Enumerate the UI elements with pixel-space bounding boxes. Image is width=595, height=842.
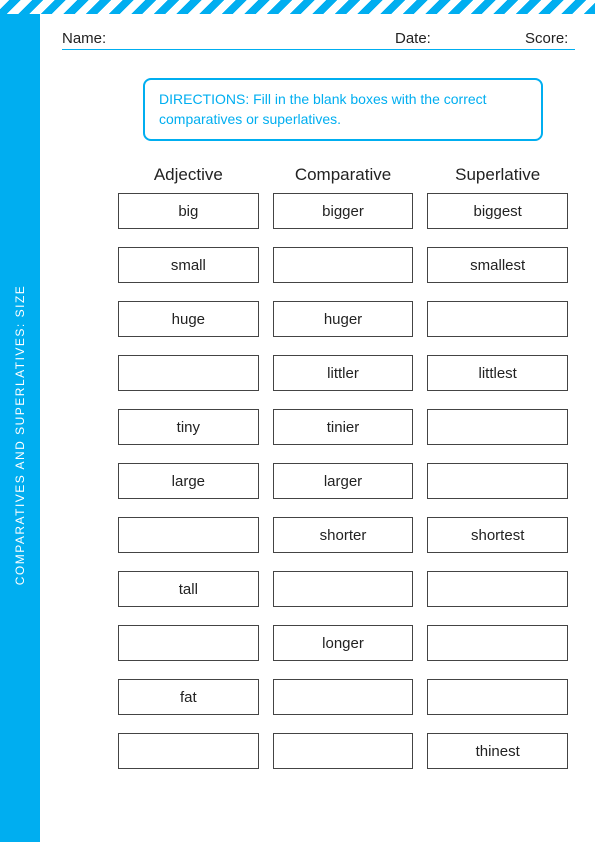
cell-comp[interactable]: tinier bbox=[273, 409, 414, 445]
header-row: Name: Date: Score: bbox=[62, 28, 575, 50]
table-row: big bigger biggest bbox=[118, 193, 568, 229]
cell-comp[interactable]: bigger bbox=[273, 193, 414, 229]
cell-comp[interactable] bbox=[273, 733, 414, 769]
cell-adj[interactable]: tall bbox=[118, 571, 259, 607]
directions-box: DIRECTIONS: Fill in the blank boxes with… bbox=[143, 78, 543, 141]
cell-adj[interactable]: large bbox=[118, 463, 259, 499]
left-sidebar: COMPARATIVES AND SUPERLATIVES: SIZE bbox=[0, 14, 40, 842]
cell-sup[interactable]: smallest bbox=[427, 247, 568, 283]
decorative-stripe bbox=[0, 0, 595, 14]
cell-adj[interactable]: tiny bbox=[118, 409, 259, 445]
cell-sup[interactable] bbox=[427, 679, 568, 715]
table-row: huge huger bbox=[118, 301, 568, 337]
cell-sup[interactable] bbox=[427, 571, 568, 607]
cell-adj[interactable]: small bbox=[118, 247, 259, 283]
col-header-adjective: Adjective bbox=[118, 165, 259, 185]
cell-sup[interactable]: biggest bbox=[427, 193, 568, 229]
score-label: Score: bbox=[525, 30, 575, 47]
cell-comp[interactable]: larger bbox=[273, 463, 414, 499]
cell-sup[interactable] bbox=[427, 625, 568, 661]
cell-sup[interactable]: shortest bbox=[427, 517, 568, 553]
table-row: fat bbox=[118, 679, 568, 715]
cell-comp[interactable] bbox=[273, 247, 414, 283]
cell-sup[interactable] bbox=[427, 409, 568, 445]
cell-adj[interactable]: big bbox=[118, 193, 259, 229]
cell-sup[interactable] bbox=[427, 301, 568, 337]
cell-sup[interactable]: thinest bbox=[427, 733, 568, 769]
cell-comp[interactable]: longer bbox=[273, 625, 414, 661]
cell-comp[interactable] bbox=[273, 571, 414, 607]
worksheet-grid: bigbiggerbiggestsmallsmallesthugehugerli… bbox=[118, 193, 568, 769]
table-row: small smallest bbox=[118, 247, 568, 283]
cell-adj[interactable]: fat bbox=[118, 679, 259, 715]
cell-sup[interactable] bbox=[427, 463, 568, 499]
cell-adj[interactable]: huge bbox=[118, 301, 259, 337]
table-row: tall bbox=[118, 571, 568, 607]
cell-comp[interactable] bbox=[273, 679, 414, 715]
cell-comp[interactable]: shorter bbox=[273, 517, 414, 553]
worksheet-content: DIRECTIONS: Fill in the blank boxes with… bbox=[118, 78, 568, 787]
table-row: shorter shortest bbox=[118, 517, 568, 553]
cell-adj[interactable] bbox=[118, 733, 259, 769]
cell-adj[interactable] bbox=[118, 355, 259, 391]
table-row: large larger bbox=[118, 463, 568, 499]
cell-comp[interactable]: littler bbox=[273, 355, 414, 391]
table-row: longer bbox=[118, 625, 568, 661]
cell-adj[interactable] bbox=[118, 517, 259, 553]
col-header-superlative: Superlative bbox=[427, 165, 568, 185]
sidebar-title: COMPARATIVES AND SUPERLATIVES: SIZE bbox=[13, 285, 27, 586]
cell-adj[interactable] bbox=[118, 625, 259, 661]
table-row: tiny tinier bbox=[118, 409, 568, 445]
col-header-comparative: Comparative bbox=[273, 165, 414, 185]
column-headers: Adjective Comparative Superlative bbox=[118, 165, 568, 185]
date-label: Date: bbox=[395, 30, 525, 47]
cell-sup[interactable]: littlest bbox=[427, 355, 568, 391]
table-row: thinest bbox=[118, 733, 568, 769]
cell-comp[interactable]: huger bbox=[273, 301, 414, 337]
name-label: Name: bbox=[62, 30, 395, 47]
table-row: littler littlest bbox=[118, 355, 568, 391]
